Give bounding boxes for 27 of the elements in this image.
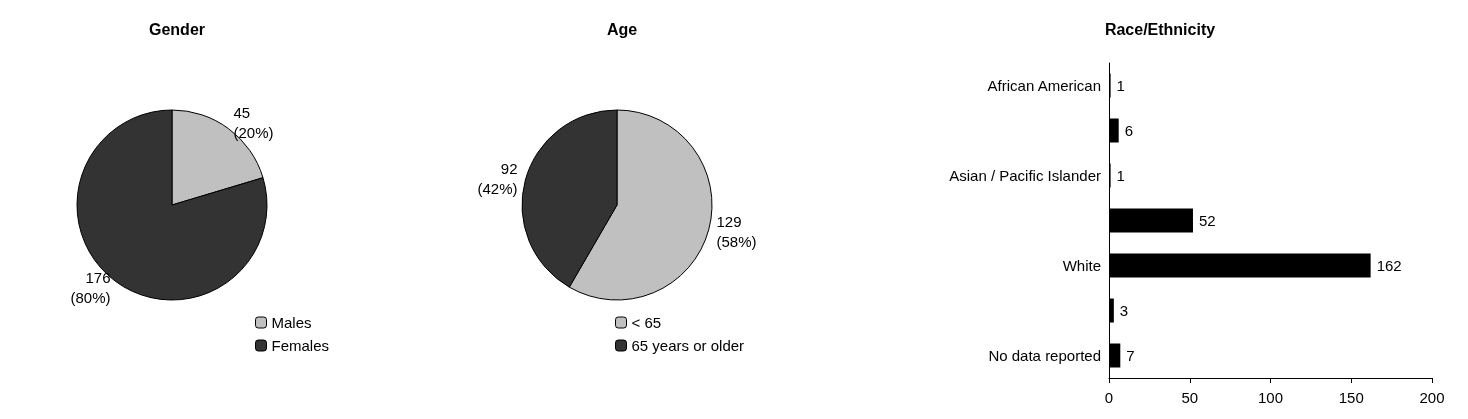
chart-title: Age xyxy=(606,20,638,38)
x-tick-label: 100 xyxy=(1257,389,1284,406)
chart-title: Race/Ethnicity xyxy=(1104,20,1216,38)
data-label: 52 xyxy=(1198,212,1216,229)
data-label: 45 (20%) xyxy=(233,103,274,141)
data-label: 7 xyxy=(1126,347,1135,364)
data-label: 3 xyxy=(1119,302,1129,319)
legend-label: Females xyxy=(271,337,330,354)
legend-label: 65 years or older xyxy=(631,337,745,354)
y-tick-label: No data reported xyxy=(988,347,1101,364)
chart-title: Gender xyxy=(148,20,206,38)
data-label: 1 xyxy=(1116,167,1125,184)
y-tick-label: African American xyxy=(987,77,1101,94)
x-tick-label: 200 xyxy=(1419,389,1445,406)
legend-label: Males xyxy=(271,314,312,331)
data-label: 1 xyxy=(1116,77,1125,94)
data-label: 176 (80%) xyxy=(70,269,111,307)
data-label: 162 xyxy=(1376,257,1402,274)
data-label: 6 xyxy=(1124,122,1134,139)
data-label: 129 (58%) xyxy=(716,213,757,251)
x-tick-label: 0 xyxy=(1104,389,1114,406)
x-tick-label: 50 xyxy=(1181,389,1199,406)
y-tick-label: White xyxy=(1062,257,1101,274)
x-tick-label: 150 xyxy=(1338,389,1364,406)
legend-label: < 65 xyxy=(631,314,662,331)
data-label: 92 (42%) xyxy=(477,159,518,197)
y-tick-label: Asian / Pacific Islander xyxy=(949,167,1101,184)
